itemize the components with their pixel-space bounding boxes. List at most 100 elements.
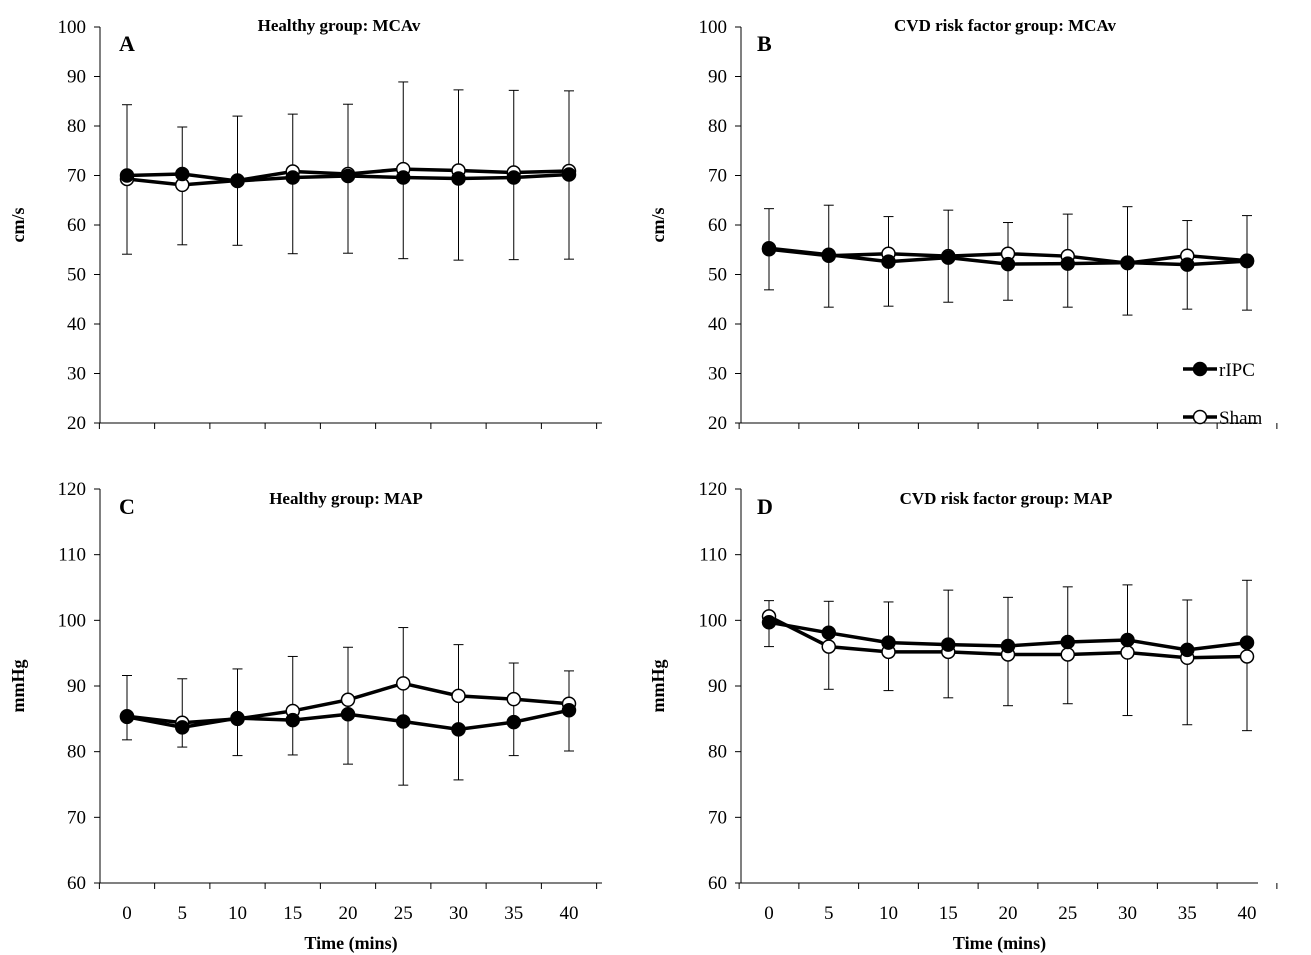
y-tick-label: 110 [58,545,86,566]
y-tick-label: 90 [67,67,86,88]
sham-point [396,676,411,691]
ripc-point [340,168,356,184]
ripc-point [506,714,521,730]
ripc-point [451,722,466,737]
legend: rIPC Sham [1183,360,1263,429]
y-tick-label: 120 [58,479,87,500]
x-tick-label: 30 [449,903,468,924]
y-axis-label: cm/s [8,208,28,243]
y-tick-label: 100 [58,17,87,38]
ripc-point [506,170,521,185]
ripc-point [230,710,245,726]
x-tick-label: 20 [999,903,1018,924]
ripc-point [285,712,300,728]
y-tick-label: 80 [708,742,727,763]
y-tick-label: 40 [708,314,727,335]
ripc-point [175,166,190,182]
y-tick-label: 60 [67,215,86,236]
x-tick-label: 5 [824,903,834,924]
ripc-point [1239,635,1255,650]
panel-letter: B [757,31,772,56]
ripc-point [119,168,135,183]
panel-title: CVD risk factor group: MCAv [894,16,1116,35]
ripc-point [1120,632,1135,648]
y-tick-label: 110 [699,545,727,566]
x-tick-label: 15 [939,903,958,924]
ripc-point [396,170,411,185]
ripc-point [941,637,956,652]
y-tick-label: 70 [67,807,86,828]
y-tick-label: 100 [699,610,728,631]
y-tick-label: 50 [67,265,86,286]
chart-panel-d: 60 70 80 90 100 110 120 0 5 10 15 20 25 30 35 40 CVD ris… [648,479,1278,954]
y-tick-label: 60 [708,215,727,236]
x-tick-label: 15 [283,903,302,924]
sham-point [1060,647,1075,662]
ripc-point [119,709,135,725]
ripc-point [881,635,896,650]
ripc-point [340,706,356,722]
legend-label: rIPC [1219,360,1255,381]
y-tick-label: 20 [67,413,86,434]
legend-marker [1192,361,1208,377]
y-tick-label: 100 [58,610,87,631]
x-tick-label: 10 [879,903,898,924]
y-tick-label: 40 [67,314,86,335]
ripc-point [1000,638,1016,654]
y-tick-label: 100 [699,17,728,38]
y-tick-label: 30 [708,364,727,385]
x-tick-label: 0 [764,903,774,924]
ripc-point [1120,255,1135,270]
x-axis-label: Time (mins) [304,933,397,954]
y-axis-label: mmHg [648,660,668,713]
ripc-point [881,254,896,269]
y-tick-label: 90 [67,676,86,697]
ripc-point [1060,634,1075,650]
x-tick-label: 40 [1238,903,1257,924]
panel-title: Healthy group: MCAv [258,16,421,35]
y-tick-label: 90 [708,67,727,88]
y-tick-label: 30 [67,364,86,385]
x-tick-label: 35 [504,903,523,924]
y-tick-label: 60 [708,873,727,894]
x-tick-label: 25 [394,903,413,924]
legend-label: Sham [1219,408,1263,429]
ripc-point [941,250,956,265]
x-tick-label: 25 [1058,903,1077,924]
ripc-point [561,167,577,182]
ripc-point [1180,257,1195,272]
sham-point [1120,645,1135,660]
x-tick-label: 30 [1118,903,1137,924]
ripc-point [1000,256,1016,272]
panel-title: Healthy group: MAP [269,489,423,508]
x-tick-label: 10 [228,903,247,924]
y-tick-label: 90 [708,676,727,697]
x-axis-label: Time (mins) [953,933,1046,954]
chart-panel-c: 60 70 80 90 100 110 120 0 5 10 15 20 25 30 35 40 Healthy… [8,479,602,954]
ripc-point [230,173,245,189]
chart-panel-a: 20 30 40 50 60 70 80 90 100 Healthy group: MCAv Ac… [8,16,602,434]
chart-panel-b: 20 30 40 50 60 70 80 90 100 CVD risk factor group… [648,16,1278,434]
panel-letter: C [119,494,135,519]
ripc-point [1060,256,1075,271]
y-tick-label: 50 [708,265,727,286]
y-tick-label: 80 [67,116,86,137]
x-tick-label: 40 [560,903,579,924]
x-tick-label: 20 [339,903,358,924]
y-tick-label: 70 [67,166,86,187]
ripc-point [175,720,190,735]
panel-letter: A [119,31,135,56]
ripc-point [1239,253,1255,269]
ripc-point [451,171,466,186]
y-tick-label: 70 [708,166,727,187]
y-tick-label: 70 [708,807,727,828]
ripc-point [821,625,836,641]
y-tick-label: 80 [708,116,727,137]
y-axis-label: cm/s [648,208,668,243]
sham-point [451,688,466,704]
sham-point [506,691,521,707]
x-tick-label: 35 [1178,903,1197,924]
ripc-point [761,615,777,630]
ripc-point [396,714,411,729]
